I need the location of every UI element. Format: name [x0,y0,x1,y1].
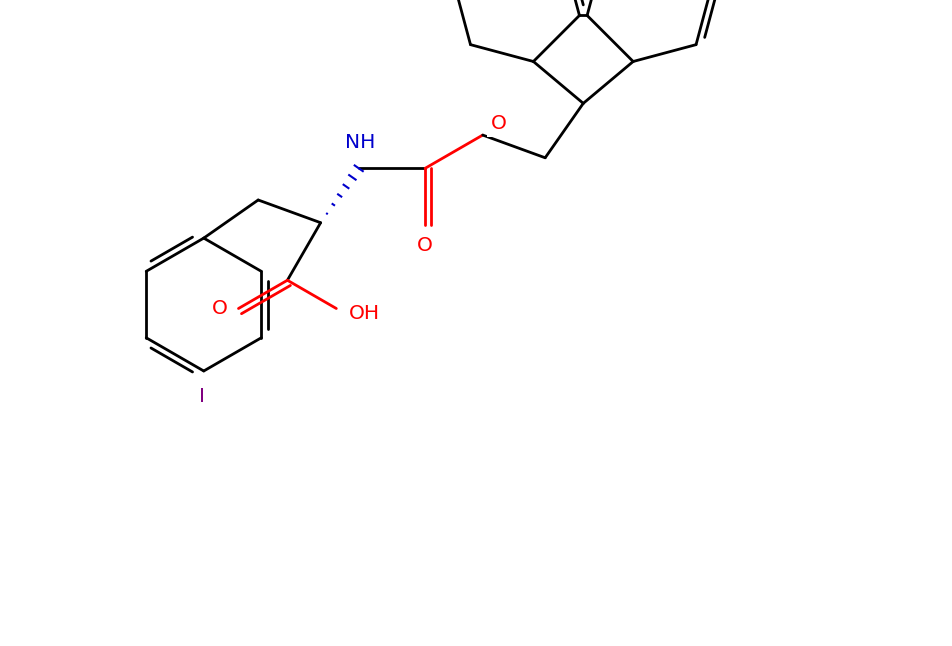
Text: O: O [490,114,506,134]
Text: OH: OH [348,304,380,322]
Text: NH: NH [346,133,376,152]
Text: O: O [417,236,433,255]
Text: I: I [199,388,205,406]
Text: O: O [212,299,228,318]
